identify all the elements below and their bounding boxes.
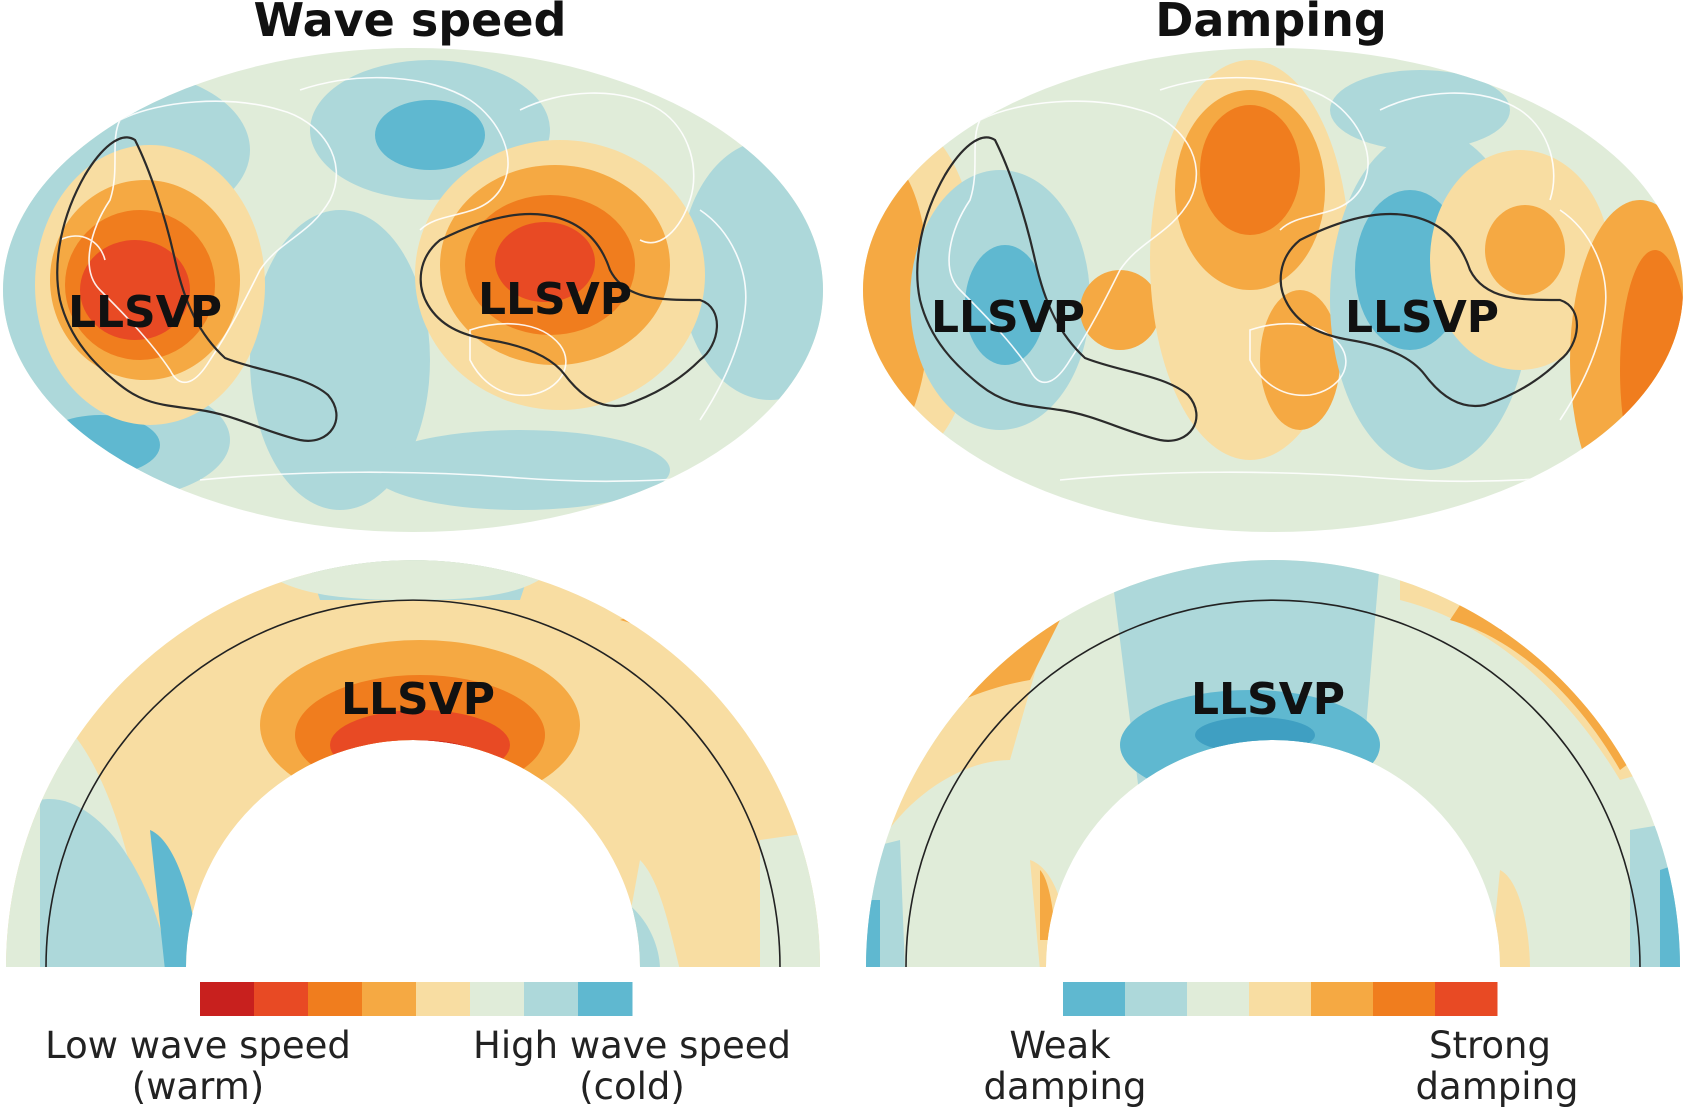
llsvp-outline-africa-wave xyxy=(56,136,338,442)
llsvp-outline-africa-damping xyxy=(916,136,1198,442)
wave-legend-swatch-3 xyxy=(308,982,363,1016)
core-mantle-boundary-wave xyxy=(45,599,781,968)
wave-legend-swatch-4 xyxy=(362,982,417,1016)
wave-legend-swatch-2 xyxy=(254,982,309,1016)
llsvp-label-damping-pacific: LLSVP xyxy=(1345,292,1499,343)
legend-high-wave-speed-line1: High wave speed xyxy=(473,1024,791,1067)
wave-legend-swatch-7 xyxy=(524,982,579,1016)
llsvp-label-wave-section: LLSVP xyxy=(341,674,495,725)
damping-legend-swatch-3 xyxy=(1187,982,1250,1016)
legend-high-wave-speed-line2: (cold) xyxy=(579,1065,685,1108)
panel-title-wave-speed: Wave speed xyxy=(254,0,567,47)
llsvp-label-damping-africa: LLSVP xyxy=(931,292,1085,343)
legend-damping-colorbar xyxy=(1063,982,1498,1016)
wave-legend-swatch-8 xyxy=(578,982,633,1016)
damping-legend-swatch-6 xyxy=(1373,982,1436,1016)
wave-legend-swatch-1 xyxy=(200,982,255,1016)
damping-legend-swatch-7 xyxy=(1435,982,1498,1016)
llsvp-label-damping-section: LLSVP xyxy=(1191,674,1345,725)
legend-low-wave-speed-line1: Low wave speed xyxy=(45,1024,351,1067)
llsvp-label-wave-pacific: LLSVP xyxy=(478,274,632,325)
wave-legend-swatch-5 xyxy=(416,982,471,1016)
legend-wave-speed-colorbar xyxy=(200,982,633,1016)
damping-legend-swatch-4 xyxy=(1249,982,1312,1016)
legend-low-wave-speed-line2: (warm) xyxy=(132,1065,264,1108)
legend-strong-damping-line2: damping xyxy=(1416,1065,1579,1108)
legend-weak-damping-line1: Weak xyxy=(1009,1024,1111,1067)
llsvp-outline-pacific-wave xyxy=(419,213,718,408)
wave-legend-swatch-6 xyxy=(470,982,525,1016)
llsvp-outline-pacific-damping xyxy=(1279,213,1578,408)
wave-speed-cross-section xyxy=(6,560,820,967)
damping-cross-section xyxy=(866,560,1680,967)
legend-strong-damping-line1: Strong xyxy=(1429,1024,1551,1067)
llsvp-label-wave-africa: LLSVP xyxy=(68,287,222,338)
core-mantle-boundary-damping xyxy=(905,599,1641,968)
damping-legend-swatch-1 xyxy=(1063,982,1126,1016)
damping-map xyxy=(863,48,1683,532)
legend-weak-damping-line2: damping xyxy=(984,1065,1147,1108)
panel-title-damping: Damping xyxy=(1155,0,1387,47)
damping-legend-swatch-5 xyxy=(1311,982,1374,1016)
damping-legend-swatch-2 xyxy=(1125,982,1188,1016)
